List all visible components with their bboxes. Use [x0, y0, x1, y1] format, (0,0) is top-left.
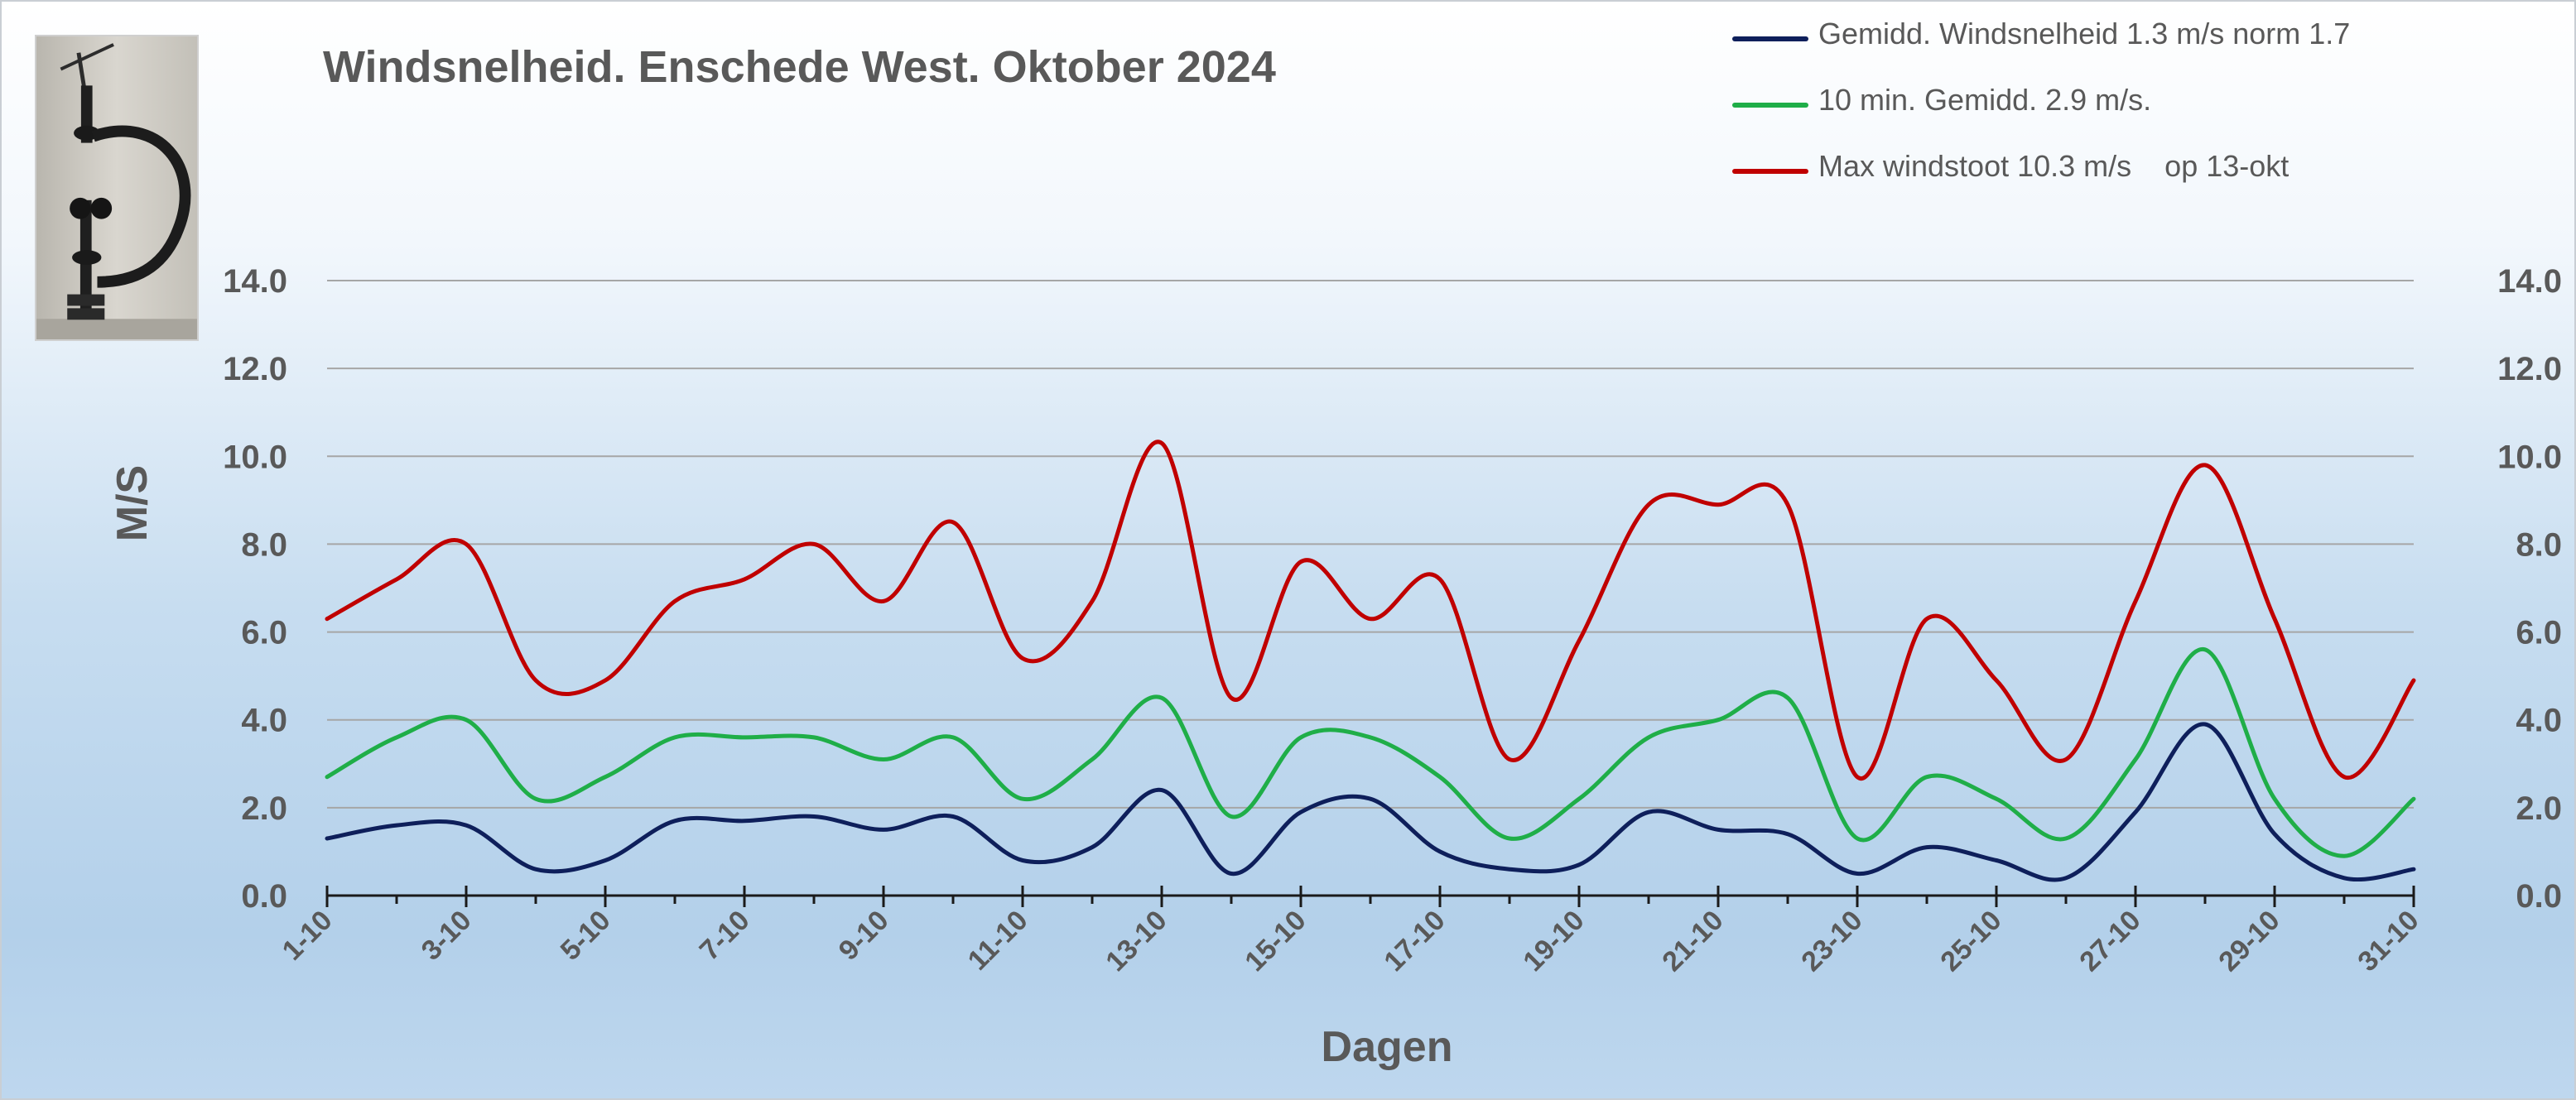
chart-title: Windsnelheid. Enschede West. Oktober 202…	[323, 42, 1276, 92]
x-tick-label: 21-10	[1656, 905, 1729, 978]
series-lines	[325, 440, 2416, 882]
y-tick-label-right: 8.0	[2516, 526, 2562, 563]
x-tick-label: 13-10	[1100, 905, 1172, 978]
x-tick-label: 23-10	[1795, 905, 1868, 978]
y-tick-label-right: 2.0	[2516, 790, 2562, 827]
x-tick-label: 29-10	[2212, 905, 2285, 978]
anemometer-photo	[35, 35, 199, 341]
x-tick-label: 11-10	[962, 905, 1034, 977]
y-tick-label-left: 8.0	[241, 526, 287, 563]
legend-swatch-10min	[1732, 103, 1808, 108]
y-axis-left: 0.0 2.0 4.0 6.0 8.0 10.0 12.0 14.0	[223, 263, 287, 915]
x-tick-label: 7-10	[694, 905, 756, 967]
legend-swatch-max	[1732, 169, 1808, 174]
legend: Gemidd. Windsnelheid 1.3 m/s norm 1.7 10…	[1732, 17, 2560, 215]
y-tick-label-right: 14.0	[2497, 263, 2562, 300]
series-line-1	[325, 722, 2416, 882]
x-tick-label: 19-10	[1517, 905, 1590, 978]
anemometer-icon	[36, 36, 197, 339]
x-tick-label: 17-10	[1378, 905, 1451, 978]
series-line-2	[325, 647, 2416, 858]
y-tick-label-left: 12.0	[223, 351, 287, 387]
legend-item-10min: 10 min. Gemidd. 2.9 m/s.	[1732, 83, 2560, 149]
y-tick-label-left: 14.0	[223, 263, 287, 300]
gridlines	[327, 280, 2414, 809]
y-axis-right: 0.0 2.0 4.0 6.0 8.0 10.0 12.0 14.0	[2497, 263, 2562, 915]
y-tick-label-left: 6.0	[241, 615, 287, 651]
y-tick-label-right: 12.0	[2497, 351, 2562, 387]
y-tick-label-right: 4.0	[2516, 703, 2562, 739]
x-tick-label: 25-10	[1934, 905, 2007, 978]
y-axis-title: M/S	[108, 465, 156, 541]
x-tick-label: 9-10	[833, 905, 895, 967]
y-tick-label-left: 4.0	[241, 703, 287, 739]
x-tick-label: 5-10	[555, 905, 617, 967]
x-axis-title: Dagen	[1322, 1023, 1453, 1071]
x-tick-label: 15-10	[1239, 905, 1312, 978]
y-tick-label-right: 6.0	[2516, 615, 2562, 651]
y-tick-label-left: 10.0	[223, 439, 287, 475]
legend-item-avg: Gemidd. Windsnelheid 1.3 m/s norm 1.7	[1732, 17, 2560, 83]
y-tick-label-left: 0.0	[241, 878, 287, 915]
y-tick-label-left: 2.0	[241, 790, 287, 827]
y-tick-label-right: 0.0	[2516, 878, 2562, 915]
x-tick-label: 27-10	[2073, 905, 2146, 978]
x-axis: 1-10 3-10 5-10 7-10 9-10 11-10 13-10 15-10 17-10…	[277, 886, 2425, 978]
legend-label-max: Max windstoot 10.3 m/s op 13-okt	[1818, 149, 2290, 183]
x-tick-label: 31-10	[2352, 905, 2424, 978]
legend-label-10min: 10 min. Gemidd. 2.9 m/s.	[1818, 83, 2152, 117]
series-line-3	[325, 440, 2416, 781]
y-tick-label-right: 10.0	[2497, 439, 2562, 475]
x-tick-label: 3-10	[416, 905, 478, 967]
legend-label-avg: Gemidd. Windsnelheid 1.3 m/s norm 1.7	[1818, 17, 2351, 50]
legend-item-max: Max windstoot 10.3 m/s op 13-okt	[1732, 149, 2560, 215]
legend-swatch-avg	[1732, 36, 1808, 41]
